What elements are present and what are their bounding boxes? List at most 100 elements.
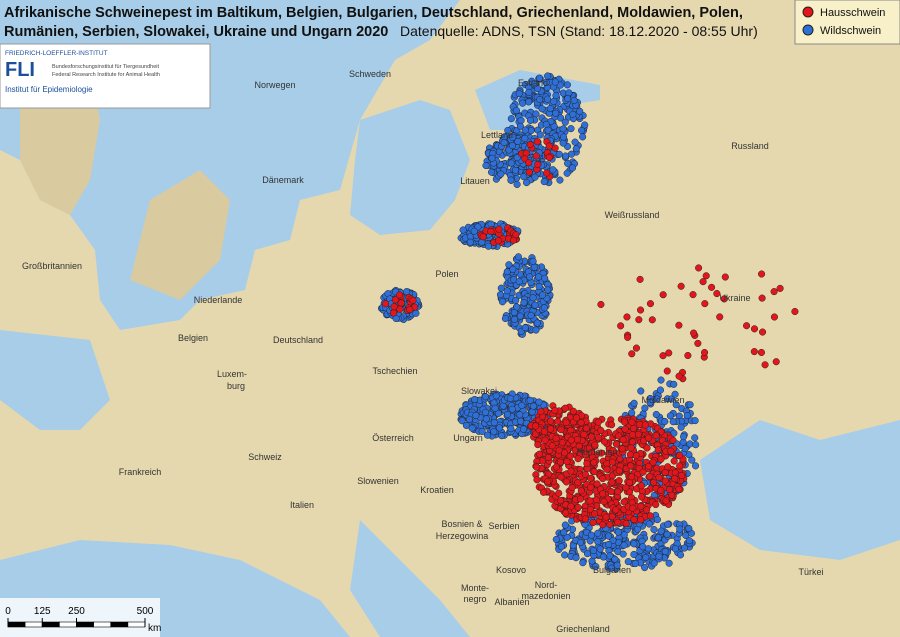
outbreak-dot (488, 154, 496, 162)
outbreak-dot (573, 436, 582, 444)
outbreak-dot (506, 394, 514, 403)
outbreak-dot (617, 322, 625, 330)
outbreak-dot (561, 551, 569, 559)
outbreak-dot (499, 402, 507, 410)
logo-institute: FRIEDRICH-LOEFFLER-INSTITUT (5, 50, 108, 57)
outbreak-dot (608, 512, 616, 521)
outbreak-dot (661, 477, 669, 485)
outbreak-dot (520, 299, 528, 307)
outbreak-dot (618, 445, 626, 453)
country-label: Frankreich (119, 467, 162, 477)
outbreak-dot (675, 485, 683, 493)
country-label: Nord- (535, 580, 558, 590)
outbreak-dot (512, 296, 520, 304)
outbreak-dot (525, 98, 533, 106)
outbreak-dot (562, 478, 570, 486)
outbreak-dot (630, 550, 638, 559)
logo-acronym: FLI (5, 59, 35, 81)
outbreak-dot (691, 462, 700, 470)
outbreak-dot (688, 456, 696, 464)
logo-line: Federal Research Institute for Animal He… (52, 72, 160, 78)
outbreak-dot (758, 270, 766, 278)
outbreak-dot (488, 168, 496, 176)
country-label: Deutschland (273, 335, 323, 345)
scale-segment (41, 621, 60, 628)
outbreak-dot (624, 333, 632, 341)
outbreak-dot (612, 506, 620, 514)
outbreak-dot (508, 405, 516, 413)
outbreak-dot (582, 424, 590, 432)
outbreak-dot (501, 314, 509, 323)
outbreak-dot (681, 544, 689, 552)
outbreak-dot (390, 303, 398, 311)
outbreak-dot (390, 309, 398, 317)
outbreak-dot (634, 430, 642, 438)
country-label: Kroatien (420, 485, 454, 495)
outbreak-dot (664, 520, 672, 528)
outbreak-dot (621, 425, 629, 433)
outbreak-dot (554, 417, 562, 425)
outbreak-dot (540, 488, 548, 496)
outbreak-dot (681, 445, 689, 453)
outbreak-dot (602, 513, 610, 521)
outbreak-dot (653, 516, 661, 524)
outbreak-dot (614, 528, 622, 536)
outbreak-dot (536, 96, 544, 104)
outbreak-dot (490, 428, 498, 436)
outbreak-dot (611, 555, 619, 563)
outbreak-dot (544, 453, 553, 462)
country-label: Bosnien & (441, 519, 482, 529)
outbreak-dot (581, 515, 589, 523)
outbreak-dot (652, 501, 660, 509)
outbreak-dot (542, 120, 550, 128)
outbreak-dot (535, 398, 543, 406)
outbreak-dot (563, 169, 571, 177)
outbreak-dot (529, 402, 537, 410)
scale-segment (24, 621, 43, 628)
outbreak-dot (639, 468, 647, 476)
outbreak-dot (507, 425, 515, 433)
outbreak-dot (641, 421, 649, 429)
outbreak-dot (535, 74, 544, 82)
outbreak-dot (561, 449, 569, 457)
outbreak-dot (572, 145, 580, 153)
country-label: Ukraine (719, 293, 750, 303)
outbreak-dot (544, 478, 552, 486)
outbreak-dot (641, 564, 649, 572)
outbreak-dot (621, 418, 629, 426)
outbreak-dot (646, 472, 654, 480)
outbreak-dot (570, 96, 578, 104)
outbreak-dot (574, 479, 582, 487)
outbreak-dot (576, 495, 585, 503)
logo-line: Bundesforschungsinstitut für Tiergesundh… (52, 64, 159, 70)
outbreak-dot (627, 462, 635, 470)
outbreak-dot (561, 404, 569, 412)
outbreak-dot (547, 417, 555, 425)
outbreak-dot (577, 487, 585, 495)
outbreak-dot (466, 238, 474, 246)
outbreak-dot (518, 401, 526, 409)
outbreak-dot (701, 348, 709, 357)
outbreak-dot (462, 421, 470, 429)
outbreaks (377, 72, 799, 573)
source: Datenquelle: ADNS, TSN (Stand: 18.12.202… (400, 23, 758, 39)
outbreak-dot (690, 329, 698, 337)
country-label: Niederlande (194, 295, 243, 305)
legend-label: Wildschwein (820, 25, 881, 37)
outbreak-dot (527, 311, 535, 319)
outbreak-dot (543, 169, 551, 177)
outbreak-dot (382, 300, 390, 308)
outbreak-dot (500, 139, 508, 147)
outbreak-dot (587, 474, 595, 482)
outbreak-dot (521, 126, 529, 134)
outbreak-dot (578, 126, 586, 135)
outbreak-dot (671, 545, 679, 553)
outbreak-dot (516, 417, 525, 425)
outbreak-dot (627, 444, 635, 452)
outbreak-dot (605, 532, 613, 540)
outbreak-dot (666, 412, 674, 420)
outbreak-dot (534, 441, 542, 449)
outbreak-dot (667, 447, 675, 455)
outbreak-dot (568, 164, 577, 172)
outbreak-dot (657, 527, 665, 535)
